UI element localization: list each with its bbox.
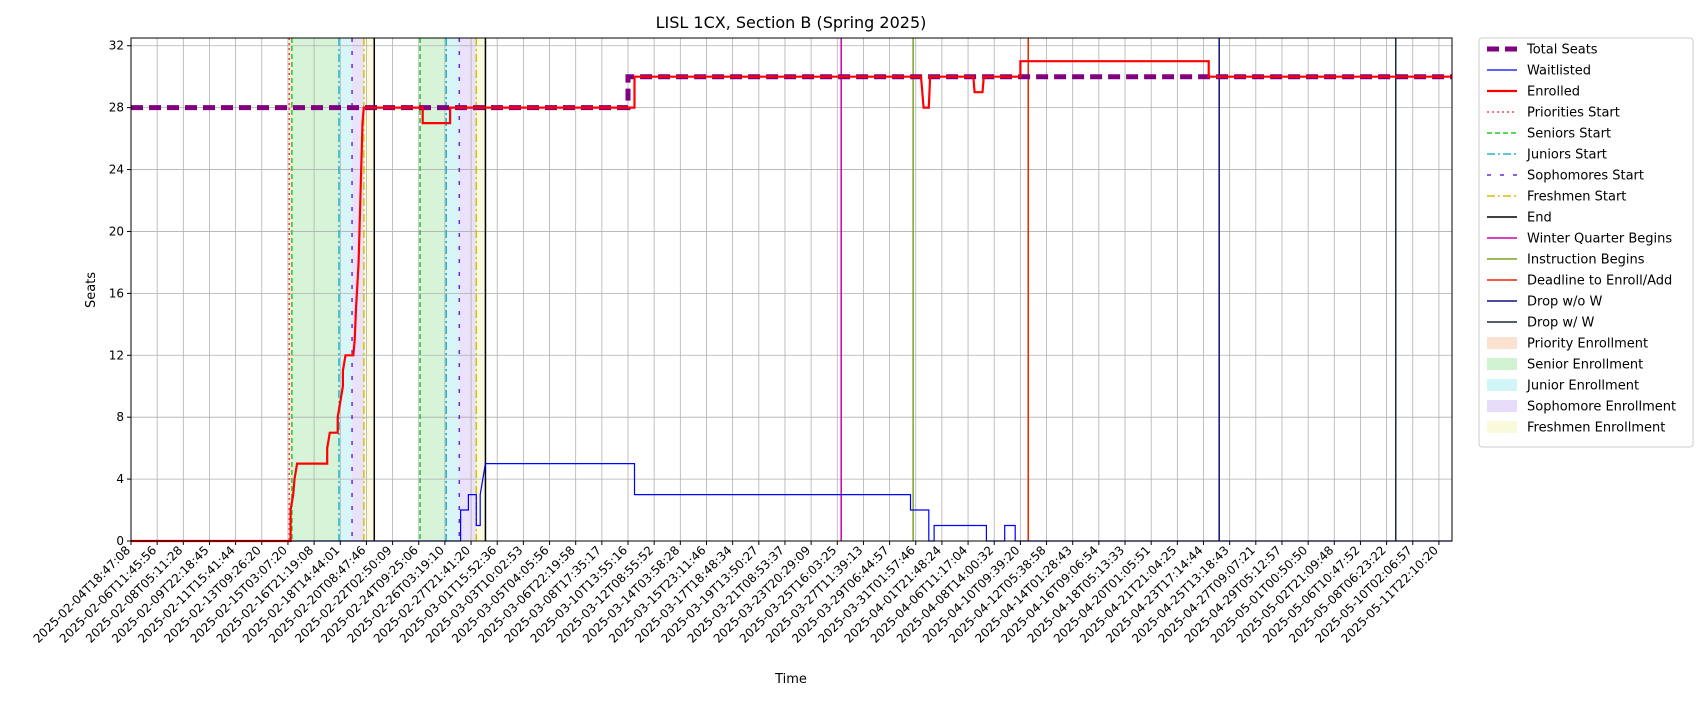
freshmen-enrollment-legend-swatch [1487, 421, 1517, 433]
senior-enrollment-legend-label: Senior Enrollment [1527, 358, 1643, 373]
waitlisted-legend-label: Waitlisted [1527, 64, 1591, 79]
freshmen-enrollment-region [476, 38, 486, 541]
y-tick-label: 20 [109, 224, 124, 238]
y-tick-label: 0 [116, 534, 124, 548]
sophomore-enrollment-legend-label: Sophomore Enrollment [1527, 400, 1676, 415]
legend-box [1478, 37, 1694, 448]
priority-enrollment-legend-label: Priority Enrollment [1527, 337, 1648, 352]
drop-w-o-w-legend-label: Drop w/o W [1527, 295, 1603, 310]
total-seats-legend-label: Total Seats [1526, 43, 1598, 58]
senior-enrollment-legend-swatch [1487, 358, 1517, 370]
winter-quarter-begins-legend-label: Winter Quarter Begins [1527, 232, 1672, 247]
grid-layer [130, 38, 1452, 542]
sophomore-enrollment-region [459, 38, 477, 541]
sophomores-start-legend-label: Sophomores Start [1527, 169, 1644, 184]
y-tick-label: 8 [116, 410, 124, 424]
enrolled-series [131, 60, 1452, 543]
junior-enrollment-region [446, 38, 460, 541]
junior-enrollment-legend-label: Junior Enrollment [1526, 379, 1639, 394]
sophomore-enrollment-legend-swatch [1487, 400, 1517, 412]
y-tick-label: 4 [116, 472, 124, 486]
y-axis-label: Seats [84, 272, 99, 308]
senior-enrollment-region [291, 38, 339, 541]
senior-enrollment-region [420, 38, 447, 541]
y-tick-label: 28 [109, 101, 124, 115]
juniors-start-legend-label: Juniors Start [1526, 148, 1607, 163]
x-axis-label: Time [774, 672, 807, 687]
freshmen-enrollment-legend-label: Freshmen Enrollment [1527, 421, 1665, 436]
priority-enrollment-legend-swatch [1487, 337, 1517, 349]
priorities-start-legend-label: Priorities Start [1527, 106, 1620, 121]
junior-enrollment-legend-swatch [1487, 379, 1517, 391]
y-tick-label: 24 [109, 163, 124, 177]
enrollment-shading-layer [289, 38, 486, 541]
enrolled-legend-label: Enrolled [1527, 85, 1580, 100]
y-axis-ticks: 0 4 8 12 16 20 24 28 32 [109, 39, 131, 548]
priority-enrollment-region [289, 38, 292, 541]
freshmen-start-legend-label: Freshmen Start [1527, 190, 1626, 205]
end-legend-label: End [1527, 211, 1552, 226]
deadline-to-enroll-add-legend-label: Deadline to Enroll/Add [1527, 274, 1672, 289]
legend: Total Seats Waitlisted Enrolled Priorities … [1478, 37, 1694, 448]
instruction-begins-legend-label: Instruction Begins [1527, 253, 1645, 268]
chart-title: LISL 1CX, Section B (Spring 2025) [656, 13, 927, 32]
seniors-start-legend-label: Seniors Start [1527, 127, 1611, 142]
y-tick-label: 32 [109, 39, 124, 53]
freshmen-enrollment-region [363, 38, 375, 541]
plot-frame [130, 37, 1453, 542]
junior-enrollment-region [338, 38, 353, 541]
y-tick-label: 16 [109, 286, 124, 300]
x-axis-ticks: 2025-02-04T18:47:082025-02-06T11:45:5620… [31, 541, 1441, 646]
event-lines-layer [288, 38, 1397, 541]
y-tick-label: 12 [109, 348, 124, 362]
drop-w-w-legend-label: Drop w/ W [1527, 316, 1595, 331]
